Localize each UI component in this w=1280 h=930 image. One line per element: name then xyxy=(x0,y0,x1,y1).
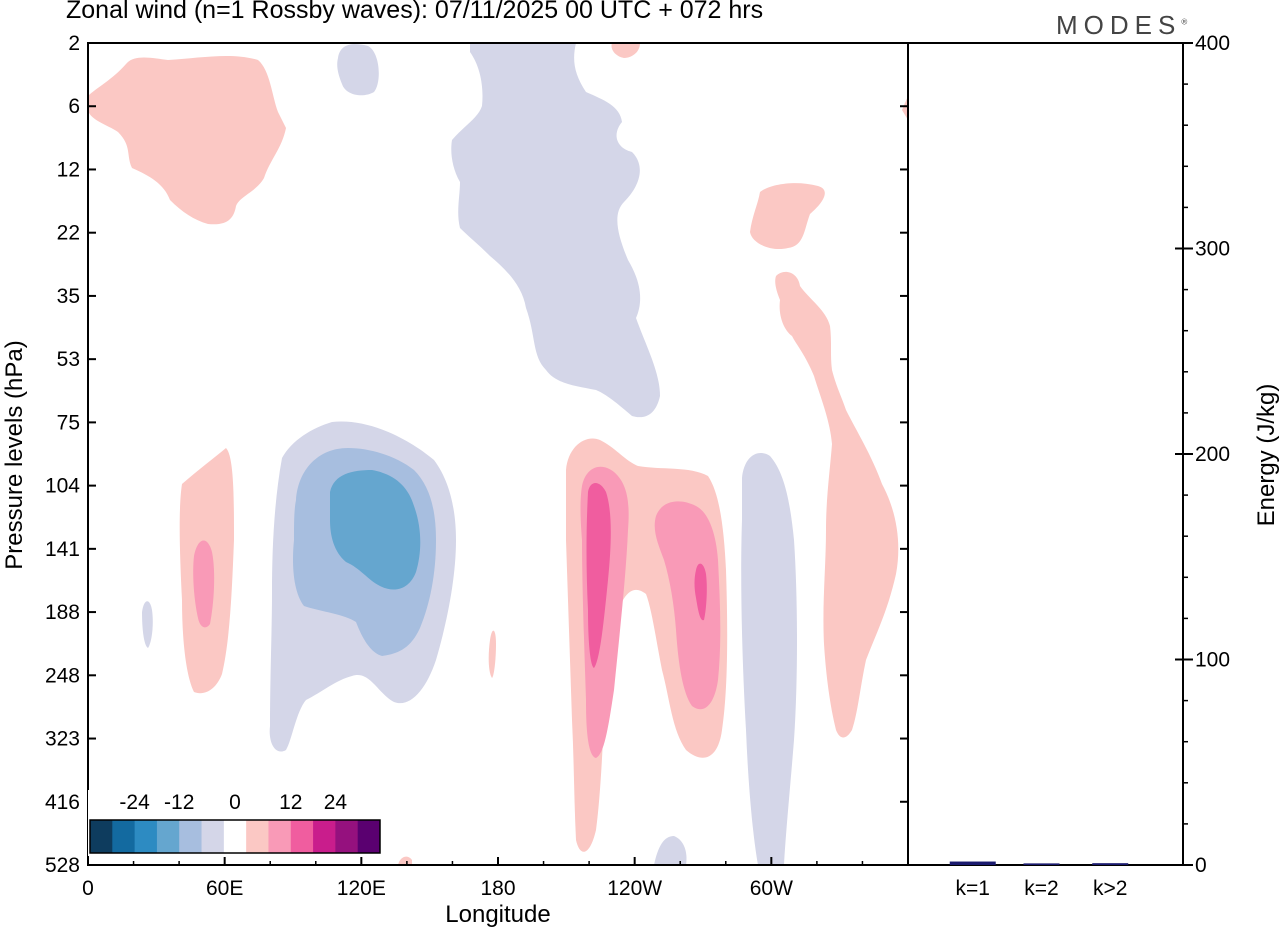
y-tick-label: 75 xyxy=(57,411,80,434)
colorbar-swatch xyxy=(313,820,336,853)
contour-pos-upper-left xyxy=(88,55,286,225)
colorbar-label: -12 xyxy=(164,791,194,814)
contour-neg-spot-left xyxy=(142,601,153,648)
contour-neg-bottom-center xyxy=(654,836,687,865)
energy-bars xyxy=(949,861,1129,865)
energy-tick-label: 300 xyxy=(1195,238,1230,261)
colorbar-labels: -24 -12 0 12 24 xyxy=(119,791,347,814)
colorbar-label: 12 xyxy=(279,791,302,814)
x-tick-label: 120E xyxy=(337,877,386,900)
colorbar-frame xyxy=(89,819,381,854)
contour-pos-east-tail xyxy=(775,271,899,738)
colorbar-swatch xyxy=(179,820,203,853)
energy-category-label: k=1 xyxy=(956,877,990,900)
colorbar-swatch xyxy=(156,820,180,853)
contour-pos-upper-tip xyxy=(611,43,640,58)
y-tick-label: 12 xyxy=(57,158,80,181)
y-tick-label: 188 xyxy=(45,601,80,624)
energy-x-axis: k=1 k=2 k>2 xyxy=(956,877,1128,900)
colorbar-swatch xyxy=(201,820,225,853)
colorbar-label: -24 xyxy=(119,791,150,814)
brand-registered-mark: ® xyxy=(1181,17,1188,27)
colorbar-swatch xyxy=(223,820,247,853)
contour-pos-core-120W xyxy=(586,483,611,668)
energy-bar-2 xyxy=(1023,863,1060,865)
y-tick-label: 35 xyxy=(57,285,80,308)
colorbar-label: 0 xyxy=(229,791,241,814)
colorbar-swatch xyxy=(112,820,136,853)
y-tick-label: 528 xyxy=(45,854,80,877)
contour-panel xyxy=(88,43,908,865)
y-tick-label: 6 xyxy=(68,95,80,118)
contour-pos-core-50E xyxy=(193,540,215,628)
page-title: Zonal wind (n=1 Rossby waves): 07/11/202… xyxy=(66,0,764,24)
energy-bar-3 xyxy=(1092,863,1129,865)
contour-mid-90W xyxy=(654,501,721,710)
colorbar-label: 24 xyxy=(324,791,348,814)
y-tick-label: 416 xyxy=(45,791,80,814)
contour-neg-upper-small xyxy=(337,44,379,96)
x-tick-label: 60E xyxy=(206,877,243,900)
contour-pos-edge-tick xyxy=(902,96,908,120)
energy-tick-label: 200 xyxy=(1195,443,1230,466)
x-tick-label: 60W xyxy=(750,877,793,900)
colorbar: -24 -12 0 12 24 xyxy=(88,790,382,856)
y-tick-label: 104 xyxy=(45,475,80,498)
y-axis-title: Pressure levels (hPa) xyxy=(1,340,28,569)
energy-tick-label: 0 xyxy=(1195,854,1207,877)
x-tick-label: 120W xyxy=(607,877,662,900)
contour-pos-core-90W xyxy=(694,563,707,621)
energy-y-axis: 0 100 200 300 400 xyxy=(1175,32,1230,877)
energy-bar-1 xyxy=(949,861,996,865)
energy-tick-label: 400 xyxy=(1195,32,1230,55)
contour-neg-upper-center xyxy=(451,43,660,418)
colorbar-swatch xyxy=(268,820,292,853)
contour-pos-bottom-small xyxy=(398,856,412,865)
energy-plot-frame xyxy=(907,42,1184,866)
energy-tick-label: 100 xyxy=(1195,649,1230,672)
x-axis-title: Longitude xyxy=(445,901,550,928)
y-tick-label: 323 xyxy=(45,728,80,751)
contour-pos-spot-center xyxy=(488,630,496,678)
contour-fills xyxy=(88,43,908,865)
y-tick-label: 2 xyxy=(68,32,80,55)
x-tick-label: 180 xyxy=(480,877,515,900)
contour-x-axis: 0 60E 120E 180 120W 60W xyxy=(82,857,864,900)
brand-logo: MODES® xyxy=(1056,10,1187,41)
brand-logo-text: MODES xyxy=(1056,10,1182,40)
contour-pos-upper-right xyxy=(750,183,825,250)
contour-neg-60W xyxy=(741,452,797,865)
energy-category-label: k=2 xyxy=(1024,877,1058,900)
colorbar-swatch xyxy=(290,820,314,853)
y-tick-label: 53 xyxy=(57,348,80,371)
contour-neg-core-120E xyxy=(330,470,421,590)
contour-y-axis: 2 6 12 22 35 53 75 104 141 188 248 323 416 528 xyxy=(45,32,908,877)
y-tick-label: 22 xyxy=(57,222,80,245)
colorbar-swatch xyxy=(134,820,158,853)
colorbar-swatch xyxy=(90,820,113,853)
colorbar-swatch xyxy=(357,820,381,853)
y-tick-label: 248 xyxy=(45,664,80,687)
colorbar-swatch xyxy=(335,820,359,853)
colorbar-swatch xyxy=(246,820,269,853)
colorbar-swatches xyxy=(89,819,381,854)
energy-axis-title: Energy (J/kg) xyxy=(1253,384,1280,527)
y-tick-label: 141 xyxy=(45,538,80,561)
energy-category-label: k>2 xyxy=(1093,877,1127,900)
x-tick-label: 0 xyxy=(82,877,94,900)
